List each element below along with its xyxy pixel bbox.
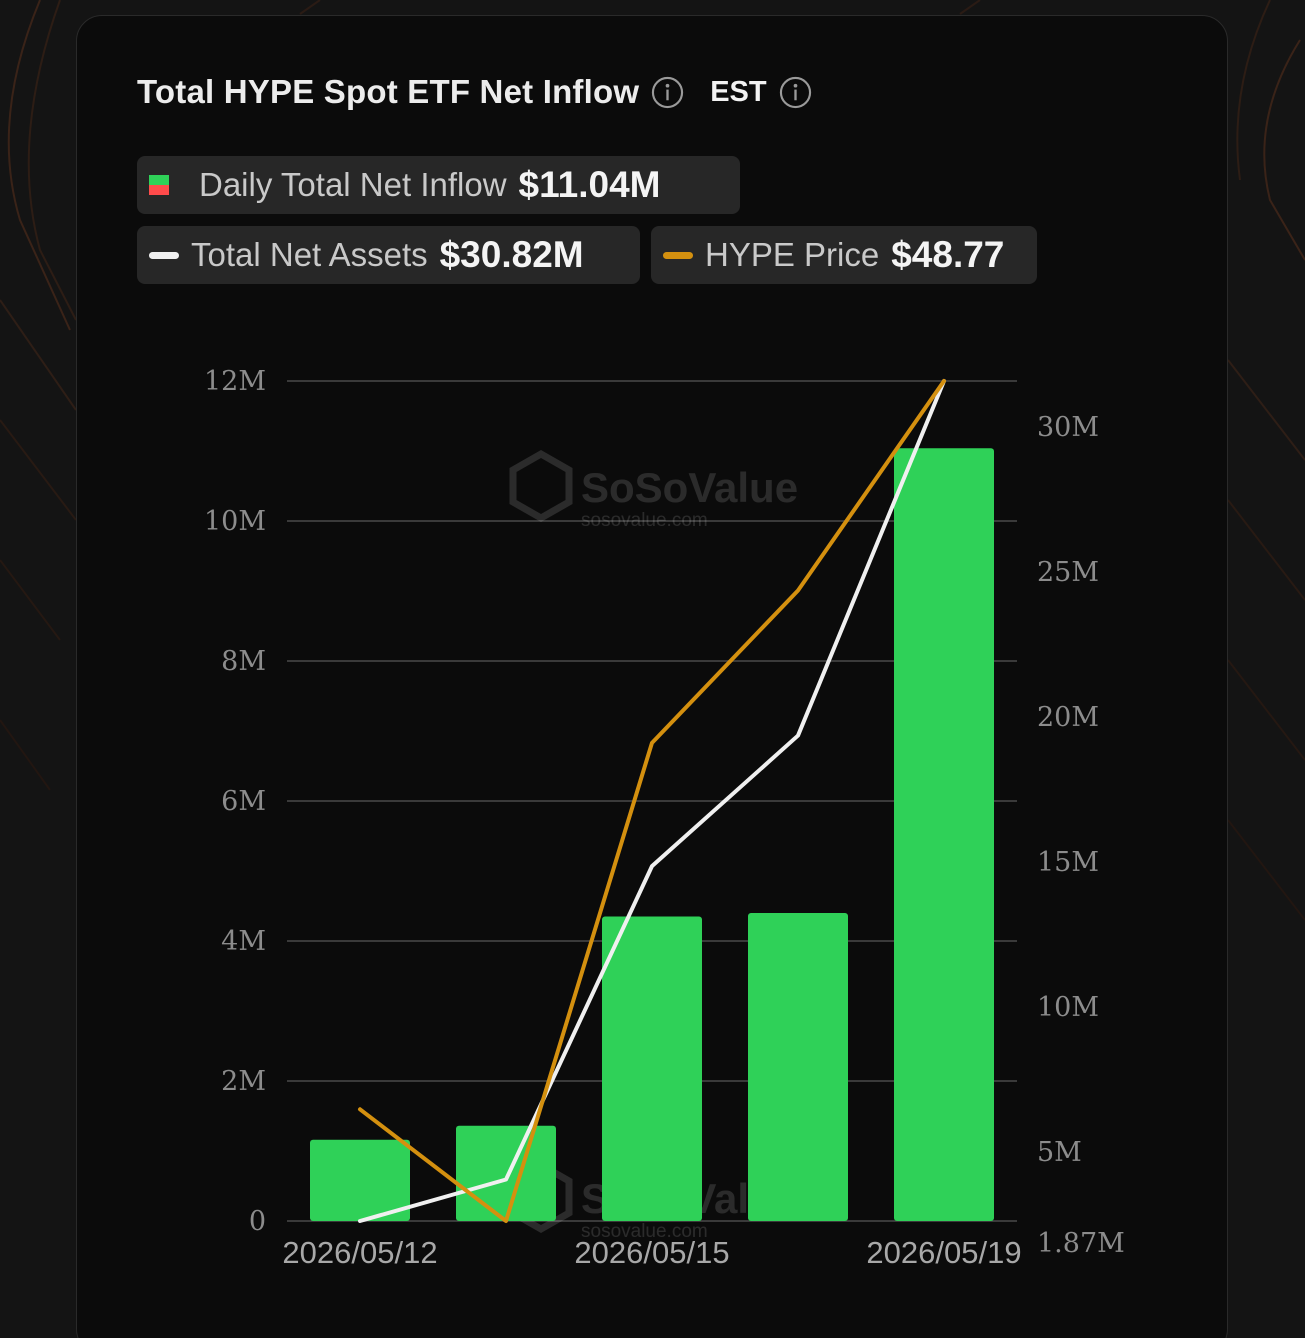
legend-price-label: HYPE Price [705,236,880,273]
y-left-tick-label: 0 [249,1206,266,1237]
watermark-logo-icon [509,449,573,523]
chart-header: Total HYPE Spot ETF Net Inflow EST [137,66,812,118]
bar [748,913,848,1221]
y-left-tick-label: 2M [221,1066,266,1097]
x-tick-label: 2026/05/19 [866,1235,1021,1270]
legend-daily-value: $11.04M [518,164,661,205]
y-right-tick-label: 15M [1037,847,1099,878]
legend-assets-label: Total Net Assets [191,236,428,273]
y-right-tick-label: 1.87M [1037,1228,1125,1259]
y-right-tick-label: 25M [1037,557,1099,588]
timezone-label: EST [710,75,767,108]
assets-line-swatch-icon [149,251,179,259]
price-line-swatch-icon [663,251,693,259]
x-tick-label: 2026/05/12 [282,1235,437,1270]
bar [310,1139,410,1221]
hype-price-line [358,379,946,1223]
y-left-tick-label: 10M [204,506,266,537]
bar [894,448,994,1221]
total-net-assets-line [358,379,946,1223]
watermark-name: SoSoValue [581,464,798,511]
y-left-tick-label: 8M [221,646,266,677]
chart-title: Total HYPE Spot ETF Net Inflow [137,73,640,110]
y-right-tick-label: 5M [1037,1137,1082,1168]
y-right-tick-label: 10M [1037,992,1099,1023]
y-right-tick-label: 20M [1037,702,1099,733]
legend-hype-price[interactable]: HYPE Price $48.77 [651,226,1037,284]
y-left-tick-label: 4M [221,926,266,957]
y-right-tick-label: 30M [1037,412,1099,443]
watermark-url: sosovalue.com [581,510,708,531]
legend-daily-label: Daily Total Net Inflow [199,166,507,203]
legend-daily-inflow[interactable]: Daily Total Net Inflow $11.04M [137,156,740,214]
legend-assets-value: $30.82M [439,234,584,275]
bar [602,916,702,1221]
info-icon[interactable] [651,76,684,109]
inflow-swatch-icon [149,175,169,195]
bar [456,1125,556,1221]
x-tick-label: 2026/05/15 [574,1235,729,1270]
y-left-tick-label: 12M [204,366,266,397]
legend-total-net-assets[interactable]: Total Net Assets $30.82M [137,226,640,284]
legend-price-value: $48.77 [891,234,1005,275]
y-left-tick-label: 6M [221,786,266,817]
watermark-url: sosovalue.com [581,1221,708,1242]
timezone-info-icon[interactable] [779,76,812,109]
